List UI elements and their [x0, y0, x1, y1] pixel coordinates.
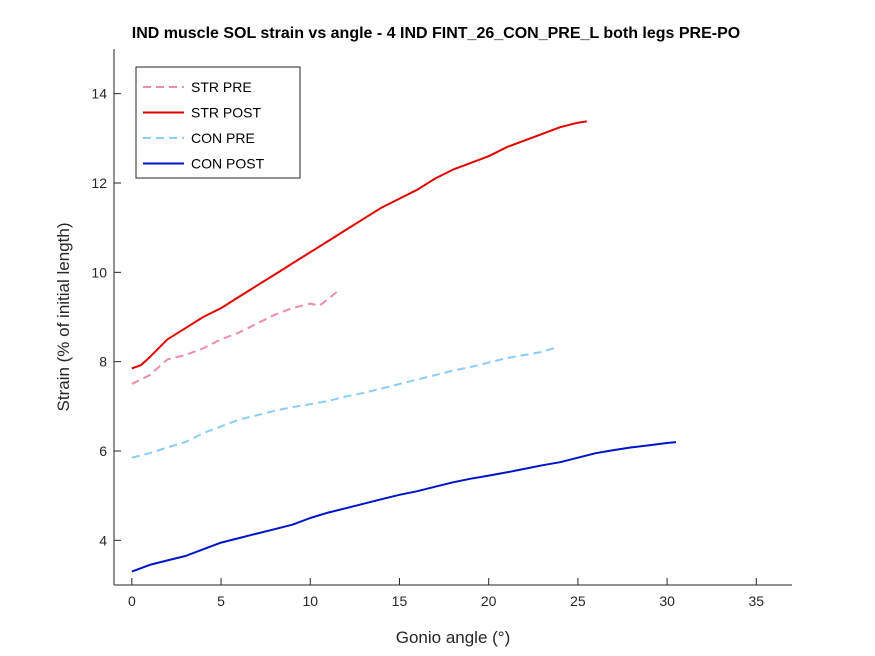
- series-line-con-post: [131, 441, 677, 573]
- series-line-str-post: [131, 120, 587, 370]
- series-layer: [131, 120, 677, 573]
- x-tick-label: 10: [302, 593, 318, 609]
- legend-label: STR POST: [191, 105, 261, 121]
- x-tick-label: 25: [570, 593, 586, 609]
- x-tick-label: 5: [217, 593, 225, 609]
- x-tick-label: 15: [392, 593, 408, 609]
- legend-box: [135, 66, 301, 179]
- series-line-con-pre: [131, 346, 557, 459]
- y-tick-label: 12: [91, 175, 107, 191]
- legend-label: CON PRE: [191, 130, 255, 146]
- axes: [113, 49, 792, 586]
- y-tick-label: 14: [91, 86, 107, 102]
- x-axis-label: Gonio angle (°): [396, 628, 511, 647]
- tick-labels: 0 5 10 15 20 25 30 35 4 6 8 10 12 14: [91, 86, 764, 609]
- chart-title: IND muscle SOL strain vs angle - 4 IND F…: [132, 25, 740, 42]
- x-tick-label: 0: [128, 593, 136, 609]
- legend-label: CON POST: [191, 156, 265, 172]
- y-tick-label: 10: [91, 264, 107, 280]
- x-tick-label: 35: [749, 593, 765, 609]
- x-tick-label: 20: [481, 593, 497, 609]
- y-tick-label: 6: [99, 443, 107, 459]
- series-line-str-pre: [131, 289, 340, 385]
- legend: STR PRE STR POST CON PRE CON POST: [135, 66, 301, 179]
- y-tick-label: 4: [99, 532, 107, 548]
- x-tick-label: 30: [659, 593, 675, 609]
- y-axis-label: Strain (% of initial length): [54, 223, 73, 412]
- y-tick-label: 8: [99, 354, 107, 370]
- legend-label: STR PRE: [191, 79, 252, 95]
